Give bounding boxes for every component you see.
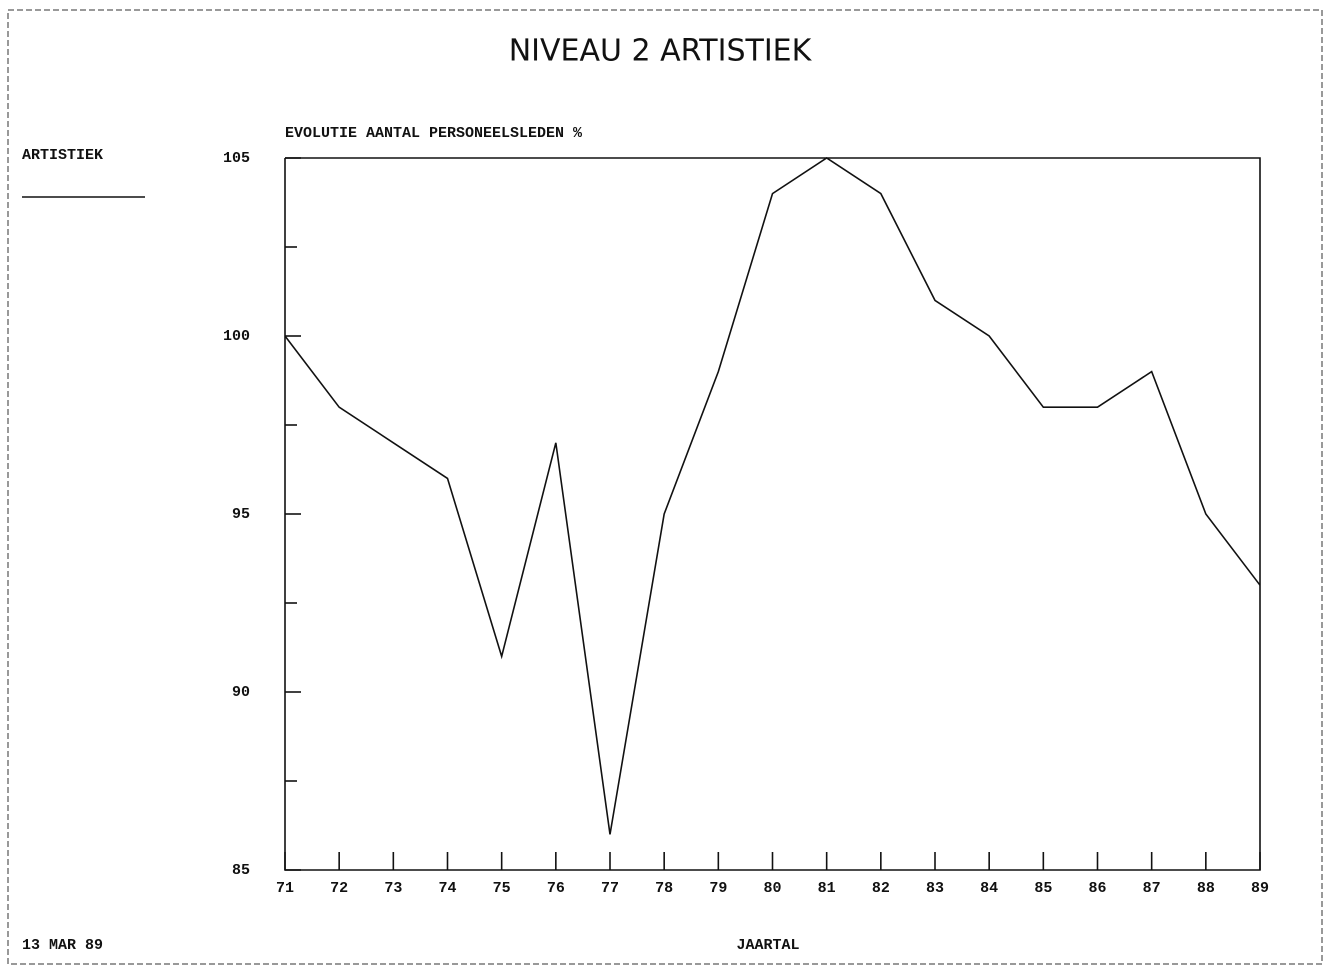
x-tick-label: 82 bbox=[872, 880, 890, 897]
x-tick-label: 80 bbox=[763, 880, 781, 897]
x-tick-label: 85 bbox=[1034, 880, 1052, 897]
x-tick-label: 79 bbox=[709, 880, 727, 897]
x-tick-label: 76 bbox=[547, 880, 565, 897]
y-tick-label: 85 bbox=[232, 862, 250, 879]
x-tick-label: 71 bbox=[276, 880, 294, 897]
x-tick-label: 78 bbox=[655, 880, 673, 897]
x-tick-label: 75 bbox=[493, 880, 511, 897]
page-border bbox=[7, 9, 1323, 965]
x-tick-label: 81 bbox=[818, 880, 836, 897]
data-line bbox=[284, 157, 1261, 835]
y-tick-label: 90 bbox=[232, 684, 250, 701]
x-tick-label: 87 bbox=[1143, 880, 1161, 897]
x-tick-label: 77 bbox=[601, 880, 619, 897]
x-tick-label: 83 bbox=[926, 880, 944, 897]
x-tick-label: 74 bbox=[438, 880, 456, 897]
x-tick-label: 89 bbox=[1251, 880, 1269, 897]
plot-frame bbox=[284, 157, 1261, 871]
y-tick-label: 100 bbox=[223, 328, 250, 345]
x-tick-label: 84 bbox=[980, 880, 998, 897]
x-tick-label: 86 bbox=[1088, 880, 1106, 897]
x-tick-label: 73 bbox=[384, 880, 402, 897]
chart-title: NIVEAU 2 ARTISTIEK bbox=[509, 34, 813, 69]
y-tick-label: 105 bbox=[223, 150, 250, 167]
x-tick-label: 88 bbox=[1197, 880, 1215, 897]
chart-subtitle: EVOLUTIE AANTAL PERSONEELSLEDEN % bbox=[285, 125, 583, 142]
date: 13 MAR 89 bbox=[22, 937, 103, 954]
x-tick-label: 72 bbox=[330, 880, 348, 897]
y-tick-label: 95 bbox=[232, 506, 250, 523]
legend-label: ARTISTIEK bbox=[22, 147, 103, 164]
x-axis-label: JAARTAL bbox=[736, 937, 799, 954]
